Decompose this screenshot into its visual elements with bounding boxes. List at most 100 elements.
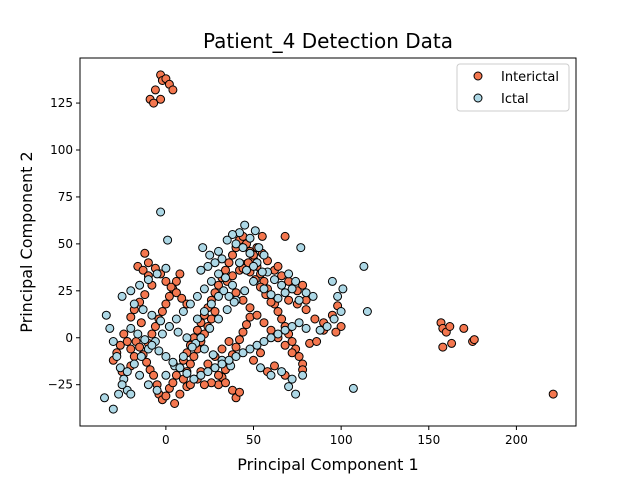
interictal-point	[235, 387, 244, 397]
ictal-point	[100, 393, 109, 403]
interictal-point	[171, 276, 181, 286]
ictal-point	[329, 314, 339, 324]
ictal-point	[333, 291, 343, 301]
legend-marker-interictal	[473, 71, 483, 81]
interictal-point	[175, 269, 185, 279]
ictal-point	[105, 323, 115, 333]
ictal-point	[152, 269, 162, 279]
ictal-point	[154, 346, 164, 356]
interictal-point	[175, 389, 185, 399]
ictal-point	[210, 258, 220, 268]
ictal-point	[133, 329, 143, 339]
ictal-point	[117, 380, 127, 390]
ictal-point	[126, 286, 136, 296]
ictal-point	[291, 276, 301, 286]
ictal-point	[122, 367, 132, 377]
ictal-point	[298, 370, 308, 380]
ictal-point	[229, 297, 239, 307]
interictal-point	[126, 344, 136, 354]
ictal-point	[348, 383, 358, 393]
interictal-point	[294, 352, 304, 361]
ictal-point	[277, 280, 287, 290]
ictal-point	[206, 299, 216, 309]
ictal-point	[280, 325, 290, 335]
interictal-point	[438, 342, 448, 352]
legend-label-ictal: Ictal	[501, 92, 529, 107]
interictal-point	[199, 380, 209, 390]
ictal-point	[205, 250, 215, 260]
ictal-point	[164, 322, 174, 331]
interictal-point	[445, 322, 455, 331]
ictal-point	[101, 310, 111, 320]
ictal-point	[173, 327, 183, 337]
interictal-point	[228, 250, 237, 260]
ictal-point	[147, 340, 157, 350]
ictal-point	[187, 342, 197, 352]
ictal-point	[126, 389, 136, 399]
ictal-point	[182, 333, 192, 343]
interictal-point	[287, 337, 297, 346]
ictal-point	[259, 250, 269, 260]
ictal-point	[249, 276, 258, 286]
ictal-point	[294, 318, 304, 328]
ictal-point	[210, 363, 220, 373]
interictal-point	[189, 352, 199, 361]
ictal-point	[203, 261, 213, 271]
interictal-point	[142, 357, 152, 367]
interictal-point	[224, 337, 234, 346]
ictal-point	[129, 359, 139, 369]
interictal-point	[157, 307, 167, 316]
interictal-point	[214, 370, 223, 380]
legend-label-interictal: Interictal	[501, 70, 559, 85]
ictal-point	[196, 370, 206, 380]
ictal-point	[178, 352, 188, 361]
ictal-point	[224, 291, 234, 301]
y-tick-label: −25	[48, 378, 73, 392]
interictal-point	[171, 288, 181, 298]
ictal-point	[115, 363, 125, 373]
interictal-point	[168, 378, 178, 388]
ictal-point	[270, 275, 279, 285]
interictal-point	[259, 318, 269, 328]
ictal-point	[199, 284, 209, 294]
interictal-point	[161, 391, 171, 401]
ictal-point	[217, 254, 227, 264]
ictal-point	[152, 385, 162, 395]
ictal-point	[259, 284, 269, 294]
ictal-point	[296, 243, 306, 253]
ictal-point	[171, 314, 181, 324]
ictal-point	[362, 307, 372, 316]
ictal-point	[266, 370, 276, 380]
ictal-point	[114, 389, 124, 399]
interictal-point	[185, 359, 195, 369]
interictal-point	[459, 323, 469, 333]
interictal-point	[273, 261, 283, 271]
ictal-point	[277, 367, 287, 377]
interictal-point	[161, 276, 171, 286]
ictal-point	[143, 380, 153, 390]
interictal-point	[298, 280, 308, 290]
ictal-point	[217, 359, 227, 369]
ictal-point	[199, 307, 209, 316]
ictal-point	[249, 261, 258, 271]
ictal-point	[161, 263, 171, 273]
ictal-point	[336, 307, 346, 316]
ictal-point	[185, 299, 195, 309]
interictal-point	[147, 329, 157, 339]
ictal-point	[208, 350, 218, 360]
legend-marker-ictal	[473, 93, 483, 103]
ictal-point	[143, 275, 153, 285]
ictal-point	[168, 357, 178, 367]
ictal-point	[147, 310, 157, 320]
x-tick-label: 150	[417, 433, 440, 447]
interictal-point	[136, 318, 146, 328]
y-axis-title: Principal Component 2	[17, 151, 36, 332]
ictal-point	[126, 323, 136, 333]
x-tick-label: 0	[162, 433, 170, 447]
ictal-point	[240, 286, 250, 296]
ictal-point	[327, 276, 337, 286]
ictal-point	[140, 335, 150, 345]
ictal-point	[245, 248, 255, 258]
ictal-point	[242, 265, 251, 275]
interictal-point	[312, 337, 322, 346]
